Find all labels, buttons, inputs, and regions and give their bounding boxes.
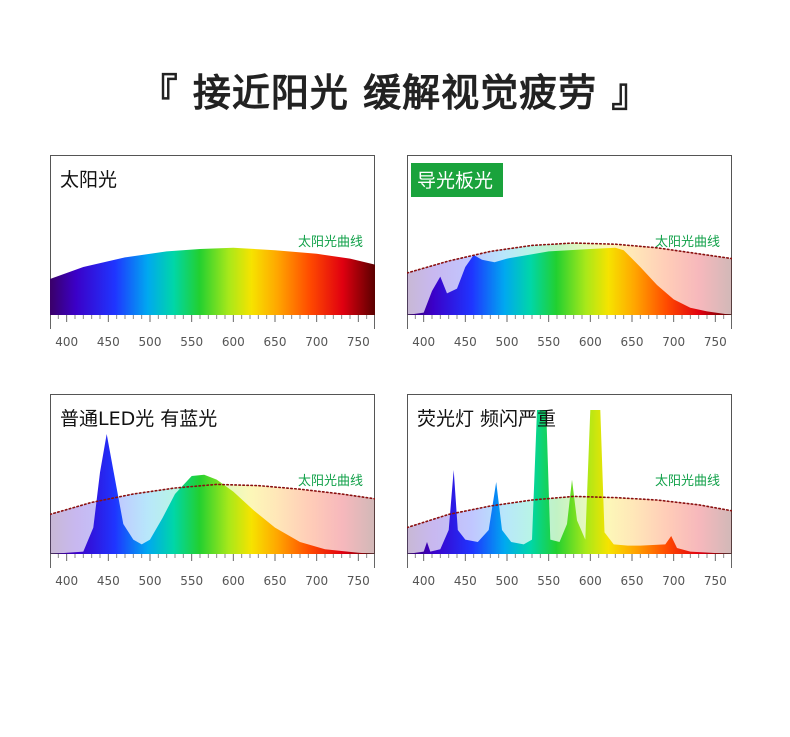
x-tick-label: 600 [579, 335, 602, 349]
spectrum-series-area [50, 434, 375, 554]
x-tick-label: 450 [97, 574, 120, 588]
sunlight-curve-annotation: 太阳光曲线 [655, 235, 720, 250]
x-tick-label: 400 [412, 574, 435, 588]
x-tick-label: 450 [454, 574, 477, 588]
x-tick-label: 500 [496, 574, 519, 588]
x-tick-label: 700 [305, 335, 328, 349]
x-axis: 400 450 500 550 600 650 700 750 [50, 554, 375, 588]
x-tick-label: 550 [180, 574, 203, 588]
x-tick-label: 700 [662, 574, 685, 588]
chart-title: 普通LED光 有蓝光 [60, 408, 217, 430]
x-axis: 400 450 500 550 600 650 700 750 [50, 315, 375, 349]
sunlight-curve-annotation: 太阳光曲线 [655, 474, 720, 489]
x-tick-label: 650 [264, 335, 287, 349]
x-tick-label: 550 [180, 335, 203, 349]
x-tick-label: 400 [55, 335, 78, 349]
x-tick-label: 750 [704, 574, 727, 588]
sunlight-curve-annotation: 太阳光曲线 [298, 474, 363, 489]
x-tick-label: 500 [139, 574, 162, 588]
x-axis: 400 450 500 550 600 650 700 750 [407, 554, 732, 588]
x-tick-label: 650 [621, 335, 644, 349]
x-tick-label: 600 [222, 574, 245, 588]
x-tick-label: 700 [662, 335, 685, 349]
chart-title: 荧光灯 频闪严重 [417, 408, 556, 430]
sunlight-curve-annotation: 太阳光曲线 [298, 235, 363, 250]
chart-panel-ordinary-led: 普通LED光 有蓝光太阳光曲线 400 450 500 550 600 650 700 750 [50, 394, 375, 596]
spectrum-series-area [407, 410, 732, 554]
chart-panel-fluorescent: 荧光灯 频闪严重太阳光曲线 400 450 500 550 600 650 700 750 [407, 394, 732, 596]
x-tick-label: 450 [97, 335, 120, 349]
x-tick-label: 750 [347, 335, 370, 349]
page-headline: 『 接近阳光 缓解视觉疲劳 』 [139, 71, 651, 115]
x-tick-label: 650 [621, 574, 644, 588]
x-tick-label: 600 [579, 574, 602, 588]
x-tick-label: 650 [264, 574, 287, 588]
chart-title-badge [411, 163, 503, 197]
x-tick-label: 700 [305, 574, 328, 588]
spectrum-series-area [50, 247, 375, 315]
chart-title: 导光板光 [417, 170, 493, 192]
x-tick-label: 450 [454, 335, 477, 349]
x-tick-label: 750 [704, 335, 727, 349]
x-tick-label: 550 [537, 574, 560, 588]
chart-panel-light-guide-plate: 导光板光太阳光曲线 400 450 500 550 600 650 700 750 [407, 155, 732, 357]
x-tick-label: 400 [412, 335, 435, 349]
x-axis: 400 450 500 550 600 650 700 750 [407, 315, 732, 349]
chart-title: 太阳光 [60, 169, 117, 191]
x-tick-label: 750 [347, 574, 370, 588]
sunlight-reference-curve [50, 483, 375, 516]
spectrum-series-area [407, 247, 732, 315]
sunlight-reference-curve [407, 242, 732, 274]
sunlight-reference-curve [407, 495, 732, 529]
x-tick-label: 550 [537, 335, 560, 349]
x-tick-label: 500 [496, 335, 519, 349]
x-tick-label: 400 [55, 574, 78, 588]
x-tick-label: 600 [222, 335, 245, 349]
chart-panel-sunlight: 太阳光太阳光曲线 400 450 500 550 600 650 700 750 [50, 155, 375, 357]
x-tick-label: 500 [139, 335, 162, 349]
